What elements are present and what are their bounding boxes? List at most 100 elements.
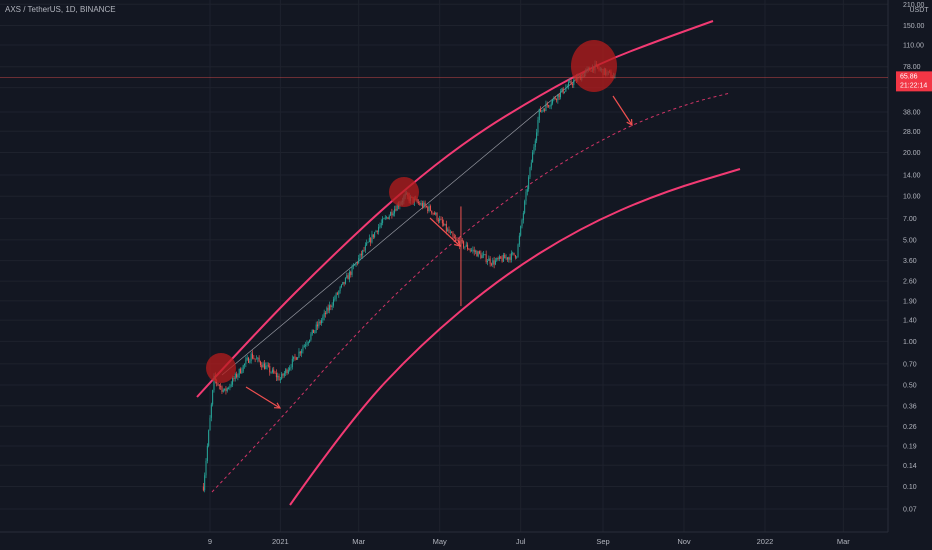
candle-body (428, 206, 430, 212)
last-price-badge (896, 71, 932, 92)
candle-body (536, 132, 538, 141)
candle-body (475, 251, 477, 252)
candle-body (437, 220, 439, 222)
candle-body (375, 230, 377, 233)
candle-body (472, 249, 474, 251)
time-tick-label: Mar (837, 537, 850, 546)
candle-body (516, 256, 518, 258)
candle-body (433, 212, 435, 215)
price-tick-label: 0.14 (903, 463, 917, 470)
candle-body (302, 347, 304, 351)
candle-body (497, 258, 499, 260)
candle-body (210, 404, 212, 418)
candle-body (371, 234, 373, 243)
candle-body (396, 204, 398, 211)
price-tick-label: 1.90 (903, 298, 917, 305)
time-tick-label: Nov (677, 537, 691, 546)
candle-body (534, 140, 536, 147)
candle-body (435, 212, 437, 215)
candle-body (484, 254, 486, 256)
candle-body (209, 417, 211, 431)
candle-body (508, 257, 510, 260)
candle-body (212, 390, 214, 405)
candle-body (489, 258, 491, 264)
candle-body (221, 386, 223, 392)
candle-body (386, 217, 388, 219)
price-tick-label: 7.00 (903, 216, 917, 223)
time-axis[interactable] (0, 532, 932, 550)
candle-body (562, 88, 564, 93)
candle-body (347, 275, 349, 280)
candle-body (533, 146, 535, 153)
candle-body (573, 80, 575, 85)
candle-body (352, 265, 354, 267)
candle-body (279, 379, 281, 381)
price-tick-label: 38.00 (903, 110, 921, 117)
candle-body (421, 203, 423, 208)
candle-body (317, 324, 319, 327)
candle-body (444, 223, 446, 226)
candle-body (258, 357, 260, 362)
candle-body (234, 373, 236, 379)
candle-body (339, 287, 341, 292)
candle-body (506, 257, 508, 260)
candle-body (273, 369, 275, 373)
candle-body (217, 383, 219, 386)
candle-body (557, 94, 559, 101)
candle-body (448, 229, 450, 233)
candle-body (322, 316, 324, 321)
candle-body (549, 105, 551, 107)
candle-body (266, 365, 268, 367)
candle-body (382, 218, 384, 223)
lower-channel-line (289, 168, 741, 506)
candle-body (384, 217, 386, 219)
candle-body (305, 344, 307, 346)
candle-body (362, 250, 364, 256)
price-tick-label: 28.00 (903, 129, 921, 136)
candle-body (331, 305, 333, 308)
candle-body (344, 277, 346, 284)
candle-body (493, 260, 495, 265)
candle-body (570, 81, 572, 85)
candle-body (485, 254, 487, 262)
candle-body (230, 384, 232, 386)
candle-body (311, 329, 313, 335)
price-tick-label: 0.26 (903, 424, 917, 431)
candle-body (530, 162, 532, 168)
candle-body (270, 372, 272, 374)
candle-body (500, 256, 502, 259)
candle-body (335, 293, 337, 299)
candle-body (351, 266, 353, 275)
candle-body (326, 307, 328, 315)
candle-body (242, 365, 244, 372)
candle-body (354, 264, 356, 266)
arrow-line (429, 217, 461, 247)
candle-body (250, 353, 252, 362)
candle-body (542, 109, 544, 111)
candle-body (501, 258, 503, 262)
candle-body (334, 298, 336, 300)
price-tick-label: 1.40 (903, 318, 917, 325)
candle-body (452, 232, 454, 237)
candle-body (379, 225, 381, 228)
upper-channel-line (196, 20, 714, 398)
price-tick-label: 150.00 (903, 23, 925, 30)
candle-body (513, 252, 515, 256)
candle-body (494, 260, 496, 265)
candle-body (483, 254, 485, 256)
candle-body (358, 258, 360, 264)
candle-body (367, 242, 369, 243)
candle-body (224, 388, 226, 391)
candle-body (556, 99, 558, 101)
candle-body (563, 91, 565, 93)
candle-body (298, 351, 300, 358)
candle-body (566, 86, 568, 88)
candle-body (233, 378, 235, 379)
candle-body (282, 373, 284, 376)
candle-body (441, 219, 443, 224)
candle-body (546, 103, 548, 106)
candle-body (299, 351, 301, 354)
candle-body (451, 232, 453, 234)
